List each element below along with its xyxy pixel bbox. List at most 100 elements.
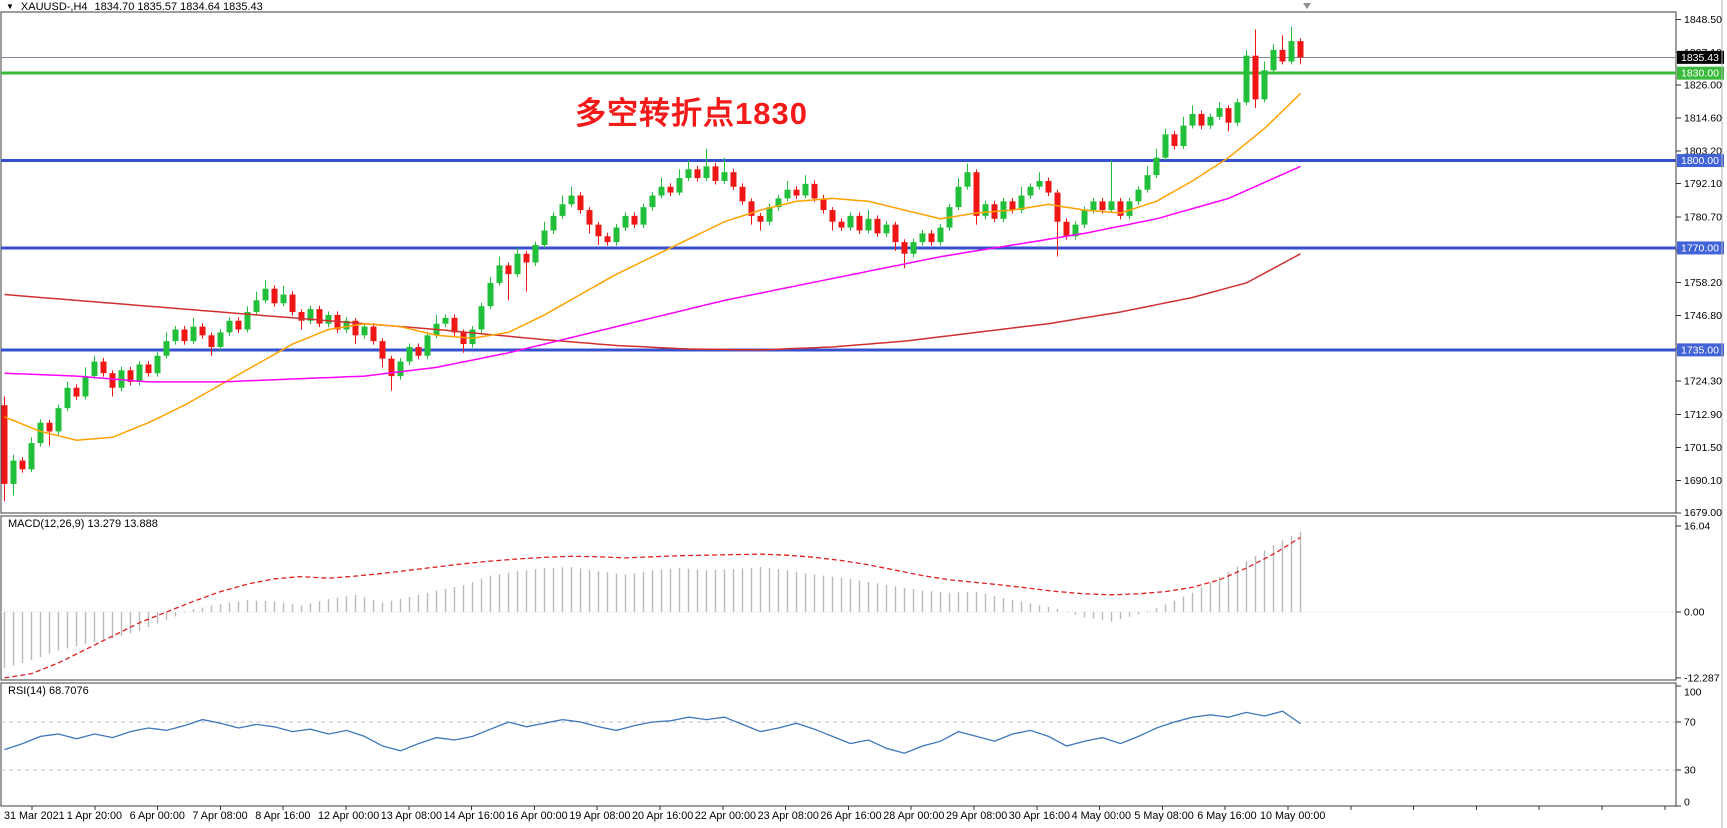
macd-histogram-bar [1146, 610, 1149, 612]
candle-body [316, 309, 323, 324]
macd-histogram-bar [1209, 582, 1212, 612]
candle-body [73, 387, 80, 397]
level-badge-label: 1770.00 [1681, 242, 1719, 254]
candle-body [838, 221, 845, 228]
macd-histogram-bar [273, 601, 276, 612]
macd-histogram-bar [426, 592, 429, 612]
time-axis-label: 4 May 00:00 [1072, 810, 1131, 822]
time-axis-label: 28 Apr 00:00 [883, 810, 944, 822]
candle-body [496, 265, 503, 283]
candle-body [712, 166, 719, 181]
candle-body [523, 253, 530, 263]
macd-panel[interactable] [0, 515, 1677, 681]
candle-body [208, 335, 215, 347]
macd-histogram-bar [390, 600, 393, 612]
macd-histogram-bar [381, 602, 384, 612]
price-axis-label: 1780.70 [1684, 211, 1722, 223]
candle-body [532, 245, 539, 263]
candle-body [235, 320, 242, 330]
candle-body [1180, 125, 1187, 146]
candle-body [1153, 157, 1160, 176]
candle-body [388, 358, 395, 377]
macd-histogram-bar [741, 568, 744, 612]
macd-histogram-bar [588, 569, 591, 612]
macd-histogram-bar [723, 569, 726, 612]
macd-histogram-bar [822, 575, 825, 612]
chart-annotation-text[interactable]: 多空转折点1830 [575, 96, 808, 131]
macd-histogram-bar [372, 599, 375, 612]
macd-histogram-bar [3, 612, 6, 669]
macd-histogram-bar [876, 583, 879, 612]
level-badge-label: 1830.00 [1681, 68, 1719, 80]
time-axis-label: 6 Apr 00:00 [130, 810, 185, 822]
macd-histogram-bar [1083, 612, 1086, 618]
candle-body [1054, 192, 1061, 222]
macd-histogram-bar [399, 598, 402, 612]
candle-body [370, 326, 377, 342]
macd-histogram-bar [192, 609, 195, 612]
candle-body [559, 204, 566, 216]
macd-histogram-bar [894, 586, 897, 612]
candle-body [1027, 186, 1034, 196]
macd-histogram-bar [1236, 566, 1239, 612]
rsi-panel[interactable] [0, 682, 1677, 807]
candle-body [64, 387, 71, 409]
macd-histogram-bar [138, 612, 141, 631]
macd-histogram-bar [1110, 612, 1113, 622]
macd-histogram-bar [453, 586, 456, 612]
macd-histogram-bar [1245, 561, 1248, 612]
macd-histogram-bar [615, 573, 618, 612]
candle-body [676, 178, 683, 193]
price-axis-label: 1690.10 [1684, 475, 1722, 487]
macd-histogram-bar [525, 570, 528, 612]
candle-body [1126, 201, 1133, 216]
candle-body [829, 210, 836, 222]
macd-histogram-bar [732, 569, 735, 612]
candle-body [19, 460, 26, 470]
candle-body [1171, 134, 1178, 146]
macd-histogram-bar [1101, 612, 1104, 621]
candle-body [379, 341, 386, 359]
candle-body [325, 314, 332, 324]
macd-histogram-bar [939, 591, 942, 612]
macd-histogram-bar [1011, 599, 1014, 612]
candle-body [1018, 195, 1025, 211]
collapse-chart-icon[interactable]: ▼ [6, 2, 14, 11]
candle-body [199, 326, 206, 336]
candle-body [640, 207, 647, 225]
macd-histogram-bar [1200, 587, 1203, 612]
candle-body [784, 189, 791, 199]
macd-histogram-bar [840, 577, 843, 612]
macd-histogram-bar [336, 597, 339, 612]
macd-histogram-bar [633, 573, 636, 612]
candle-body [586, 210, 593, 225]
price-axis-label: 1758.20 [1684, 277, 1722, 289]
main-price-panel[interactable] [0, 11, 1677, 514]
macd-axis-label: -12.287 [1684, 672, 1720, 684]
candle-body [1216, 108, 1223, 117]
macd-histogram-bar [48, 612, 51, 654]
candle-body [667, 186, 674, 193]
candle-body [91, 361, 98, 377]
time-axis-label: 20 Apr 16:00 [632, 810, 693, 822]
candle-body [631, 215, 638, 225]
candle-body [766, 207, 773, 222]
macd-histogram-bar [768, 568, 771, 612]
chart-shift-marker-icon[interactable] [1303, 3, 1311, 9]
rsi-line [4, 710, 1301, 754]
macd-histogram-bar [993, 595, 996, 612]
macd-histogram-bar [858, 580, 861, 612]
ma-slow-line [4, 253, 1301, 351]
macd-histogram-bar [561, 567, 564, 612]
candle-body [154, 355, 161, 374]
macd-histogram-bar [1164, 604, 1167, 612]
macd-histogram-bar [1272, 545, 1275, 612]
candle-body [307, 309, 314, 321]
macd-histogram-bar [543, 568, 546, 612]
candle-body [919, 233, 926, 243]
macd-histogram-bar [1218, 577, 1221, 612]
macd-histogram-bar [795, 571, 798, 612]
macd-histogram-bar [1056, 608, 1059, 612]
macd-histogram-bar [102, 612, 105, 641]
